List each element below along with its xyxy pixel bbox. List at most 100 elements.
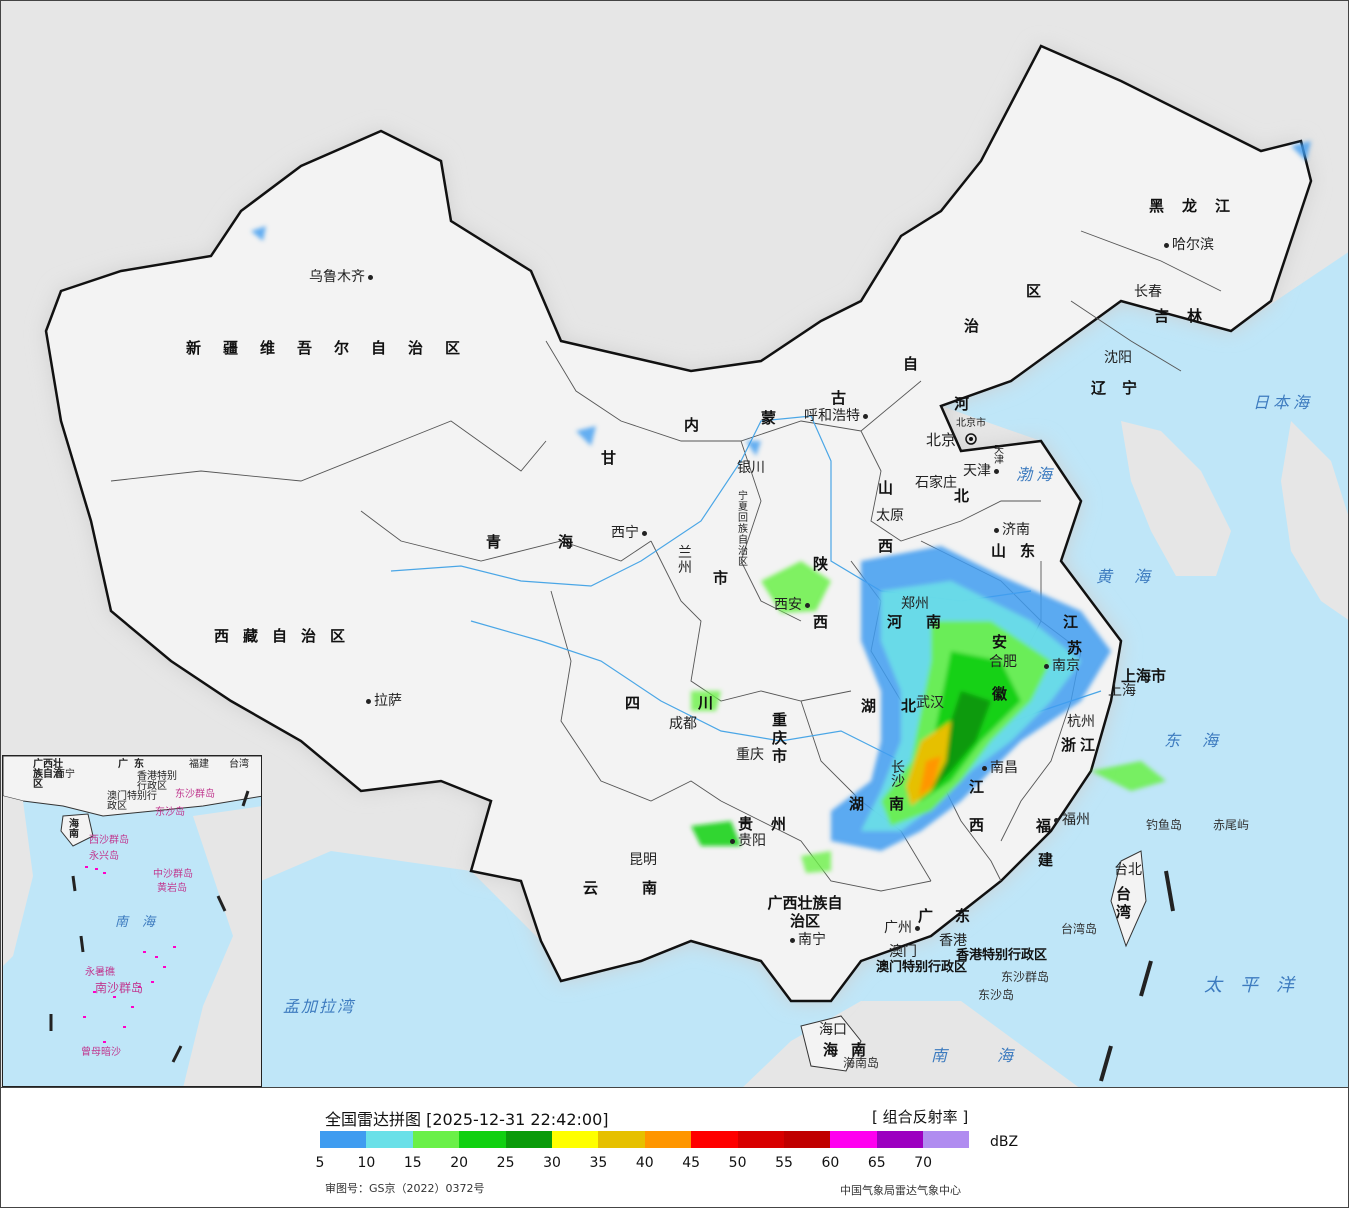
inset-macau: 澳门特别行政区 [107, 791, 157, 812]
inset-zhongsha: 中沙群岛 [153, 869, 193, 880]
color-swatch [366, 1131, 413, 1148]
radar-map[interactable]: 新疆维吾尔自治区 西藏自治区 青 海 甘 市 内 蒙 古 自 治 区 黑龙江 吉… [0, 0, 1349, 1088]
island-hainandao: 海南岛 [843, 1056, 880, 1070]
label-hunan-1: 湖 [849, 795, 865, 813]
label-jiangsu-2: 苏 [1067, 639, 1083, 657]
label-sichuan-2: 川 [698, 694, 714, 712]
sea-huanghai: 黄海 [1096, 567, 1173, 586]
sea-taipingyang: 太平洋 [1204, 975, 1312, 996]
color-swatch [830, 1131, 877, 1148]
legend-product: [ 组合反射率 ] [872, 1108, 969, 1126]
inset-huangyan: 黄岩岛 [157, 883, 187, 894]
city-chengdu: 成都 [669, 716, 697, 732]
inset-xisha: 西沙群岛 [89, 835, 129, 846]
island-dongsha-qundao: 东沙群岛 [1001, 970, 1050, 984]
legend-unit: dBZ [990, 1134, 1019, 1150]
label-yunnan: 云南 [583, 879, 702, 897]
color-scale-tick: 65 [867, 1155, 886, 1171]
inset-yongxing: 永兴岛 [89, 851, 119, 862]
label-jilin: 吉林 [1154, 307, 1221, 325]
city-macau: 澳门 [889, 944, 917, 960]
city-hongkong: 香港 [939, 933, 967, 949]
city-kunming: 昆明 [629, 852, 657, 868]
label-hunan-2: 南 [889, 795, 905, 813]
label-anhui-1: 安 [992, 633, 1008, 651]
label-guangxi: 广西壮族自治区 [767, 894, 843, 930]
label-xinjiang: 新疆维吾尔自治区 [186, 339, 483, 357]
city-yinchuan: 银川 [737, 460, 765, 476]
city-fuzhou: 福州 [1051, 813, 1090, 827]
city-shenyang: 沈阳 [1104, 350, 1132, 366]
color-scale-tick: 40 [635, 1155, 654, 1171]
inset-guangdong: 广东 [118, 759, 150, 770]
inset-taiwan: 台湾 [229, 759, 249, 770]
label-chongqing: 重庆市 [772, 711, 788, 765]
color-scale-tick: 55 [775, 1155, 793, 1171]
label-qinghai-1: 青 [486, 533, 502, 551]
city-beijingshi: 北京市 [956, 418, 986, 429]
label-qinghai-2: 海 [558, 533, 574, 551]
color-swatch [644, 1131, 692, 1148]
city-lanzhou: 兰州 [678, 545, 692, 576]
label-neimenggu-1: 内 [684, 416, 700, 434]
label-shaanxi-1: 陕 [813, 555, 829, 573]
inset-nanhai: 南海 [115, 915, 170, 930]
color-scale-tick: 15 [403, 1155, 422, 1171]
color-swatch [876, 1131, 924, 1148]
label-anhui-2: 徽 [992, 685, 1008, 703]
sea-mengjiala: 孟加拉湾 [283, 997, 356, 1016]
island-dongsha-dao: 东沙岛 [978, 988, 1015, 1002]
color-scale-tick: 45 [682, 1155, 701, 1171]
label-shanxi-1: 山 [878, 479, 894, 497]
sea-bohai: 渤海 [1016, 465, 1057, 484]
label-jiangxi-1: 江 [969, 778, 985, 796]
city-hefei: 合肥 [989, 654, 1017, 670]
island-diaoyu: 钓鱼岛 [1146, 818, 1183, 832]
inset-nansha: 南沙群岛 [95, 981, 144, 995]
south-china-sea-inset: 广西壮族自治区 广东 福建 台湾 南宁 香港特别行政区 澳门特别行政区 东沙群岛… [2, 755, 262, 1087]
hainan-island [800, 1015, 862, 1072]
inset-hongkong: 香港特别行政区 [137, 771, 177, 792]
label-neimenggu-2: 蒙 [761, 409, 777, 427]
label-sichuan-1: 四 [625, 694, 641, 712]
city-hohhot: 呼和浩特 [804, 409, 871, 423]
inset-guangxi: 广西壮族自治区 [33, 759, 63, 790]
inset-map [3, 756, 261, 1086]
color-swatch [459, 1131, 506, 1148]
label-macau-sar: 澳门特别行政区 [876, 960, 968, 975]
label-gansu-1: 甘 [601, 449, 617, 467]
city-nanning: 南宁 [787, 933, 826, 947]
city-taipei: 台北 [1114, 862, 1142, 878]
city-urumqi: 乌鲁木齐 [309, 270, 376, 284]
radar-echo-layer [251, 141, 1311, 873]
maritime-boundary [1099, 870, 1175, 1082]
city-haikou: 海口 [819, 1022, 847, 1038]
color-scale-tick: 10 [357, 1155, 376, 1171]
label-henan-2: 南 [926, 613, 942, 631]
color-swatch [737, 1131, 784, 1148]
color-scale-tick: 25 [496, 1155, 515, 1171]
island-chiwei: 赤尾屿 [1213, 818, 1250, 832]
sea-donghai: 东海 [1164, 731, 1241, 750]
korea-japan [1121, 421, 1348, 620]
color-scale-tick: 20 [450, 1155, 469, 1171]
color-swatch [783, 1131, 831, 1148]
label-zhejiang: 浙江 [1061, 736, 1100, 754]
label-gansu-3: 市 [713, 569, 729, 587]
inset-yongshu: 永暑礁 [85, 967, 115, 978]
color-swatch [320, 1131, 367, 1148]
city-nanjing: 南京 [1041, 659, 1080, 673]
inset-fujian: 福建 [189, 759, 209, 770]
inset-hainan: 海南 [69, 819, 79, 840]
label-fujian-1: 福 [1036, 817, 1052, 835]
color-swatch [551, 1131, 599, 1148]
color-swatch [691, 1131, 738, 1148]
city-wuhan: 武汉 [916, 695, 944, 711]
city-lhasa: 拉萨 [363, 694, 402, 708]
city-jinan: 济南 [991, 523, 1030, 537]
label-guizhou: 贵州 [738, 815, 805, 833]
legend-panel [0, 1088, 1349, 1208]
island-taiwandao: 台湾岛 [1061, 922, 1098, 936]
color-swatch [412, 1131, 460, 1148]
label-shanghai: 上海市 [1121, 667, 1167, 685]
